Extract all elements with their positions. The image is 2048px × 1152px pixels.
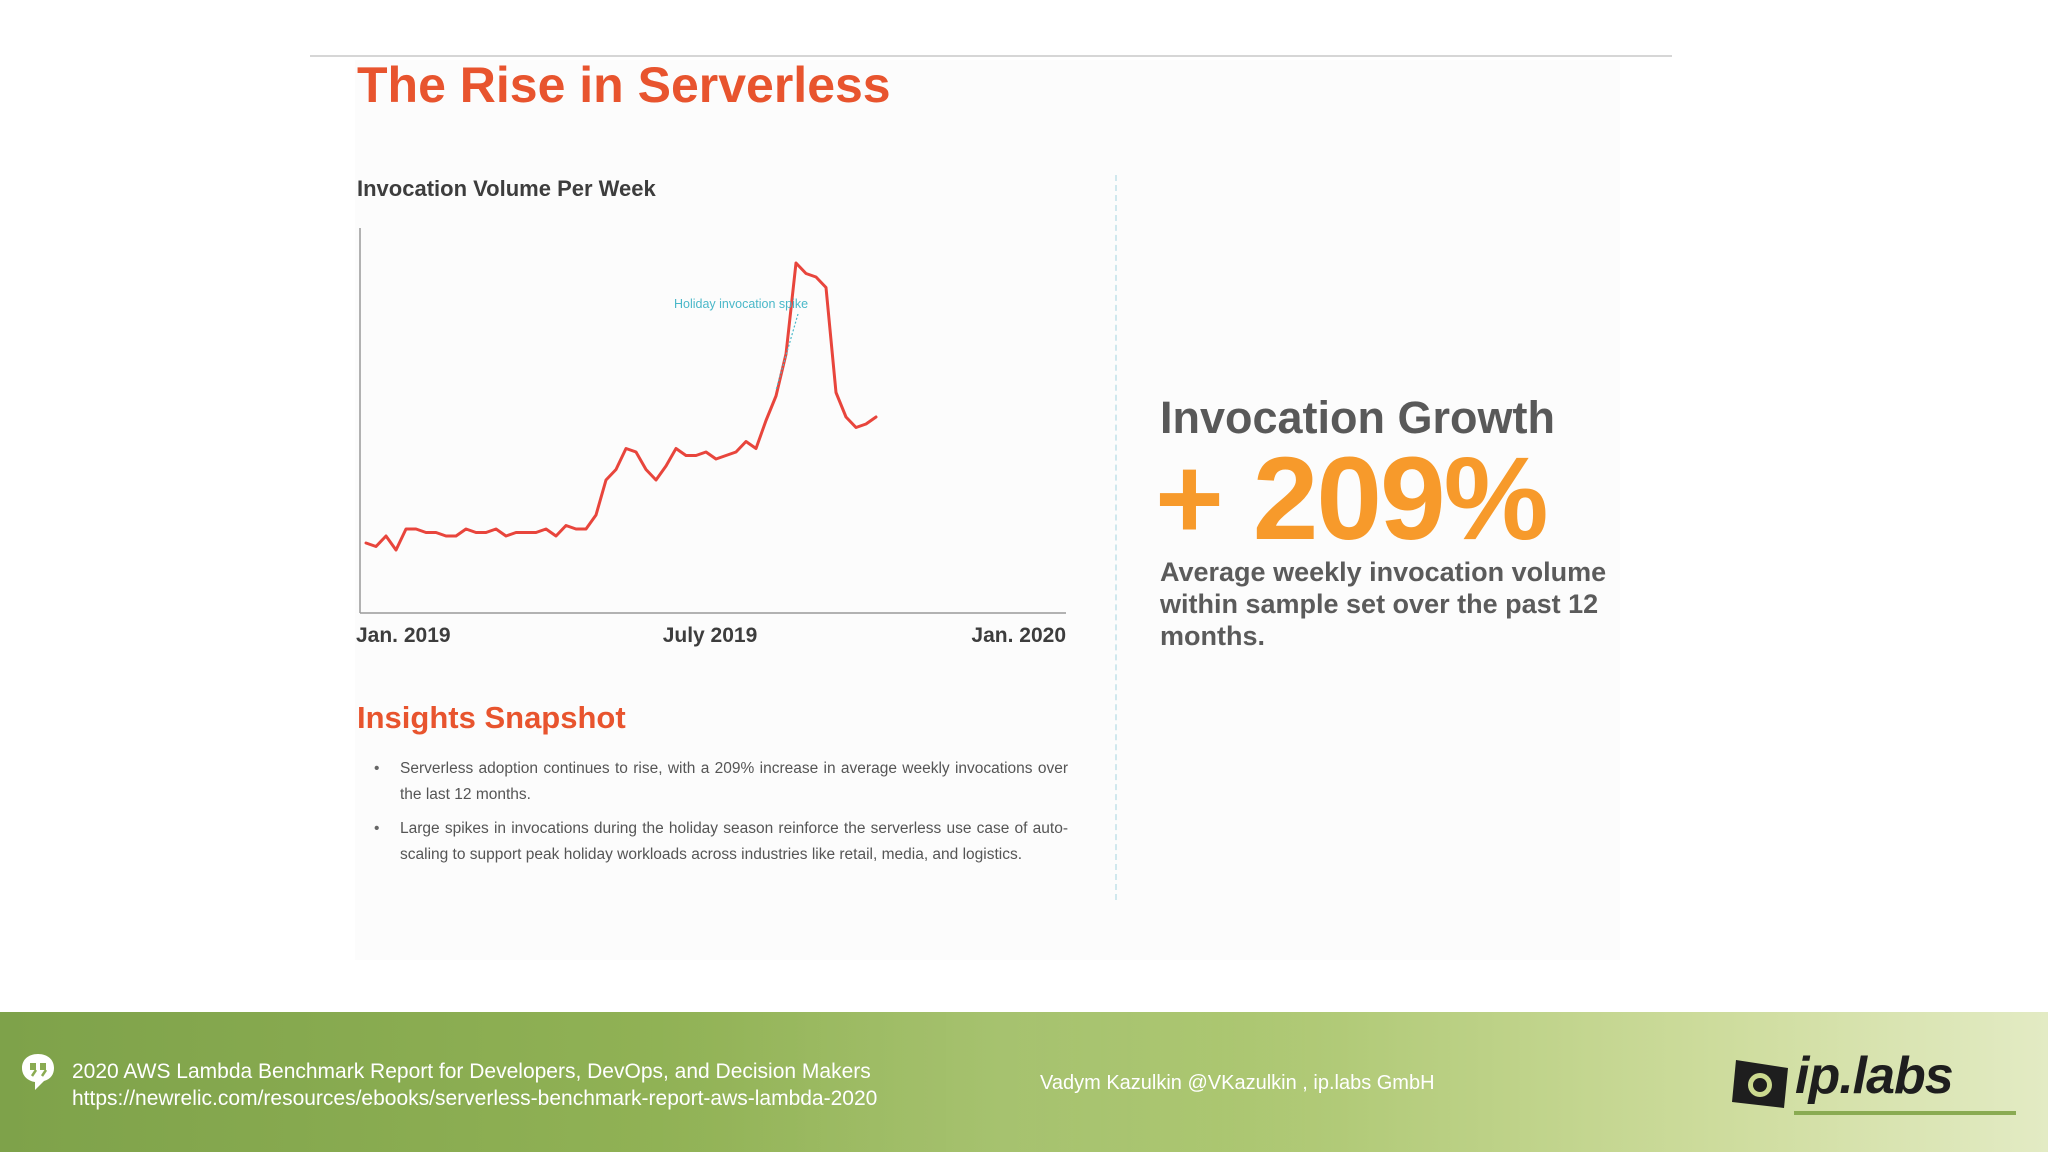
quote-icon <box>22 1054 54 1090</box>
insights-list: • Serverless adoption continues to rise,… <box>372 756 1068 876</box>
reference-title: 2020 AWS Lambda Benchmark Report for Dev… <box>72 1060 871 1083</box>
chart-title: Invocation Volume Per Week <box>357 176 656 201</box>
reference-url[interactable]: https://newrelic.com/resources/ebooks/se… <box>72 1087 878 1110</box>
footer-shade <box>650 1012 1350 1152</box>
x-tick-label: Jan. 2020 <box>971 624 1066 647</box>
insights-title: Insights Snapshot <box>357 700 626 735</box>
insight-text: Large spikes in invocations during the h… <box>400 820 1068 863</box>
content-panel <box>355 60 1620 960</box>
logo-underline <box>1794 1111 2016 1115</box>
annotation-leader-line <box>775 313 799 391</box>
series-line <box>364 261 878 552</box>
list-item: • Large spikes in invocations during the… <box>372 816 1068 868</box>
footer-bar: 2020 AWS Lambda Benchmark Report for Dev… <box>0 1012 2048 1152</box>
growth-value: + 209% <box>1155 433 1548 565</box>
invocation-line-chart: Holiday invocation spike Jan. 2019 July … <box>356 228 1066 647</box>
x-tick-label: July 2019 <box>663 624 758 647</box>
camera-icon <box>1732 1060 1788 1108</box>
logo-wordmark: ip.labs <box>1795 1047 1954 1105</box>
growth-label: Invocation Growth <box>1160 392 1556 443</box>
top-rule <box>310 55 1672 57</box>
iplabs-logo: ip.labs <box>1730 1047 2020 1116</box>
growth-description: Average weekly invocation volume within … <box>1160 557 1607 651</box>
x-tick-label: Jan. 2019 <box>356 624 451 647</box>
list-item: • Serverless adoption continues to rise,… <box>372 756 1068 808</box>
insight-text: Serverless adoption continues to rise, w… <box>400 760 1068 803</box>
bullet-glyph: • <box>374 820 380 837</box>
annotation-label: Holiday invocation spike <box>674 297 808 311</box>
slide-title: The Rise in Serverless <box>357 57 891 113</box>
author-credit: Vadym Kazulkin @VKazulkin , ip.labs GmbH <box>1040 1072 1435 1094</box>
column-divider <box>1115 175 1117 900</box>
bullet-glyph: • <box>374 760 380 777</box>
